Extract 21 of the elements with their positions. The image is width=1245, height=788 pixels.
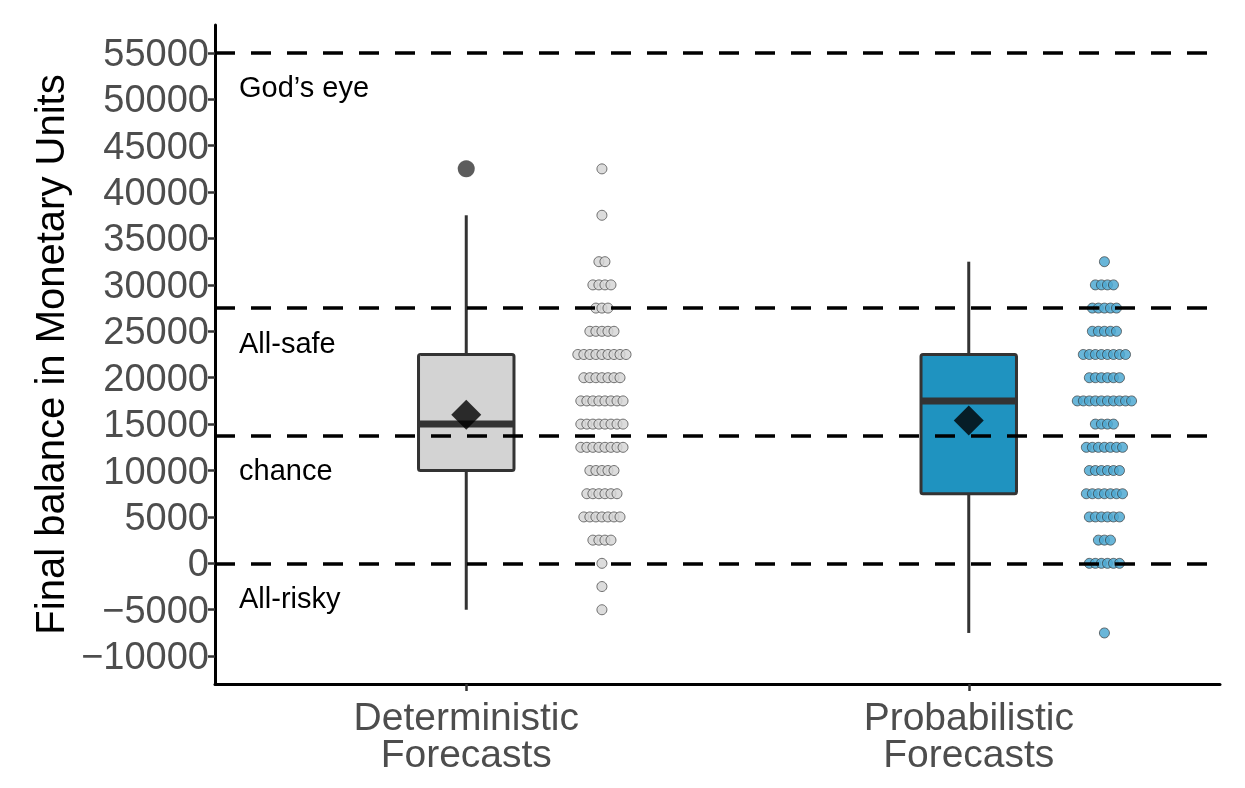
ref-line-label: All-safe (239, 326, 336, 359)
ref-line-label: chance (239, 454, 333, 487)
y-tick-label: 0 (187, 542, 209, 585)
y-axis-title: Final balance in Monetary Units (28, 74, 73, 635)
y-tick-label: 55000 (103, 31, 209, 74)
y-tick-label: 25000 (103, 310, 209, 353)
ref-line-label: God’s eye (239, 71, 370, 104)
y-tick-label: 10000 (103, 449, 209, 492)
y-tick-label: 15000 (103, 403, 209, 446)
y-tick-label: 30000 (103, 263, 209, 306)
y-tick-label: −5000 (102, 588, 209, 631)
ref-line-label: All-risky (239, 581, 341, 614)
y-tick-label: 5000 (124, 495, 209, 538)
y-tick-label: −10000 (81, 635, 209, 678)
y-tick-label: 35000 (103, 217, 209, 260)
x-tick-label: Deterministic Forecasts (353, 695, 579, 775)
y-tick-label: 20000 (103, 356, 209, 399)
x-tick-label: Probabilistic Forecasts (863, 695, 1074, 775)
y-tick-label: 45000 (103, 124, 209, 167)
y-tick-label: 40000 (103, 171, 209, 214)
y-tick-label: 50000 (103, 78, 209, 121)
